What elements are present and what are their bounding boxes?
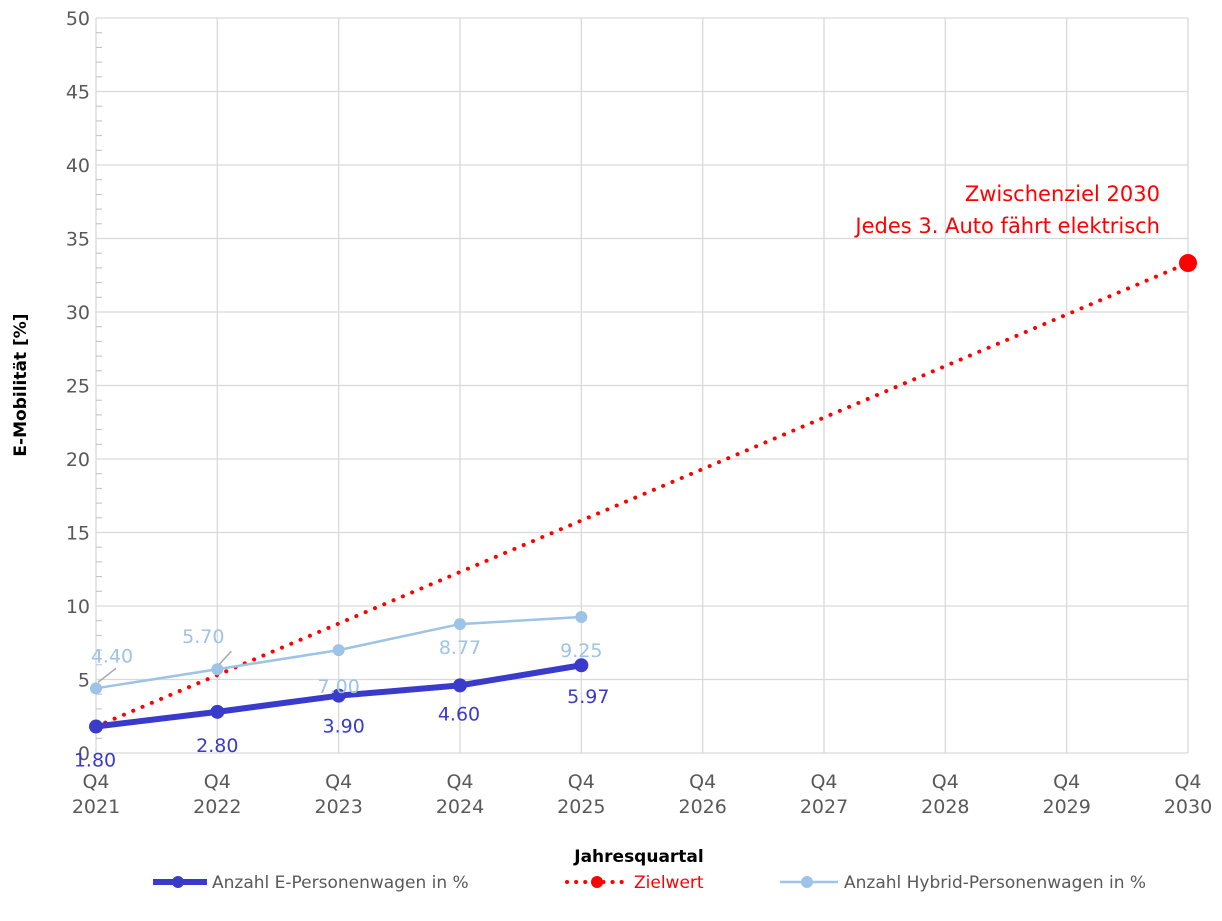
y-tick-label-30: 30 <box>66 302 90 324</box>
e-personenwagen-point-4 <box>574 658 589 673</box>
x-tick-label-2028-quarter: Q4 <box>932 771 959 793</box>
x-tick-label-2029-quarter: Q4 <box>1053 771 1080 793</box>
data-labels: 4.40 5.70 7.00 8.77 9.25 1.80 2.80 3.90 4.60 5.97 <box>74 626 610 771</box>
x-tick-label-2027-quarter: Q4 <box>810 771 837 793</box>
x-tick-label-2026-quarter: Q4 <box>689 771 716 793</box>
hybrid-data-label-3: 8.77 <box>439 637 481 659</box>
hybrid-point-1 <box>211 663 224 676</box>
e-personenwagen-point-0 <box>89 719 103 734</box>
legend-zielwert-marker <box>591 876 603 888</box>
hybrid-data-label-2: 7.00 <box>318 676 360 698</box>
e-personenwagen-point-3 <box>453 678 467 693</box>
x-tick-label-2023-year: 2023 <box>314 796 362 818</box>
legend-hybrid-label: Anzahl Hybrid-Personenwagen in % <box>844 873 1146 893</box>
x-tick-label-2030-quarter: Q4 <box>1174 771 1201 793</box>
legend-hybrid-marker <box>801 876 813 888</box>
y-tick-label-15: 15 <box>66 523 90 545</box>
y-tick-label-40: 40 <box>66 155 90 177</box>
grid-lines <box>95 17 1189 754</box>
y-tick-label-35: 35 <box>66 229 90 251</box>
x-tick-label-2028-year: 2028 <box>921 796 969 818</box>
annotation-line-2: Jedes 3. Auto fährt elektrisch <box>853 214 1160 238</box>
legend-e-personenwagen-marker <box>172 876 184 888</box>
hybrid-point-2 <box>332 644 345 657</box>
x-tick-label-2021-quarter: Q4 <box>82 771 109 793</box>
x-tick-label-2027-year: 2027 <box>800 796 848 818</box>
e-personenwagen-data-label-4: 5.97 <box>567 686 609 708</box>
y-tick-label-10: 10 <box>66 596 90 618</box>
e-personenwagen-point-1 <box>210 704 225 719</box>
y-tick-label-50: 50 <box>66 8 90 30</box>
series-lines <box>89 254 1197 734</box>
hybrid-data-label-0: 4.40 <box>91 645 133 667</box>
x-tick-label-2021-year: 2021 <box>72 796 120 818</box>
e-personenwagen-data-label-3: 4.60 <box>438 703 480 725</box>
x-axis-title: Jahresquartal <box>573 847 703 867</box>
y-tick-label-20: 20 <box>66 449 90 471</box>
hybrid-data-label-1: 5.70 <box>182 626 224 648</box>
y-tick-label-25: 25 <box>66 376 90 398</box>
zielwert-line <box>94 261 1190 729</box>
hybrid-label-leader-0 <box>97 667 117 683</box>
x-tick-label-2026-year: 2026 <box>678 796 726 818</box>
hybrid-data-label-4: 9.25 <box>560 640 602 662</box>
x-tick-label-2024-quarter: Q4 <box>446 771 473 793</box>
y-axis-tick-labels: 0 5 10 15 20 25 30 35 40 45 50 <box>66 8 90 765</box>
e-personenwagen-data-label-1: 2.80 <box>196 735 238 757</box>
y-axis-title: E-Mobilität [%] <box>11 313 31 456</box>
hybrid-point-0 <box>90 682 102 695</box>
x-tick-label-2024-year: 2024 <box>436 796 484 818</box>
x-tick-label-2023-quarter: Q4 <box>325 771 352 793</box>
zielwert-end-marker <box>1179 254 1197 273</box>
hybrid-point-3 <box>454 618 466 631</box>
hybrid-point-4 <box>575 611 588 624</box>
legend-zielwert-label: Zielwert <box>634 873 704 893</box>
x-axis-tick-labels: Q4 2021 Q4 2022 Q4 2023 Q4 2024 Q4 2025 Q4 2026 Q4 20… <box>72 771 1212 818</box>
x-tick-label-2022-quarter: Q4 <box>204 771 231 793</box>
y-tick-label-5: 5 <box>78 670 90 692</box>
legend: Anzahl E-Personenwagen in % Zielwert Anzah… <box>153 873 1146 893</box>
y-tick-label-0: 0 <box>78 743 90 765</box>
x-tick-label-2030-year: 2030 <box>1164 796 1212 818</box>
x-tick-label-2025-year: 2025 <box>557 796 605 818</box>
e-personenwagen-data-label-2: 3.90 <box>323 716 365 738</box>
x-tick-label-2022-year: 2022 <box>193 796 241 818</box>
x-tick-label-2029-year: 2029 <box>1042 796 1090 818</box>
e-personenwagen-point-2 <box>331 688 346 703</box>
annotation-line-1: Zwischenziel 2030 <box>965 182 1160 206</box>
hybrid-label-leader-1 <box>218 650 232 665</box>
e-personenwagen-data-label-0: 1.80 <box>74 750 116 772</box>
y-tick-label-45: 45 <box>66 82 90 104</box>
x-tick-label-2025-quarter: Q4 <box>568 771 595 793</box>
legend-e-personenwagen-label: Anzahl E-Personenwagen in % <box>212 873 469 893</box>
